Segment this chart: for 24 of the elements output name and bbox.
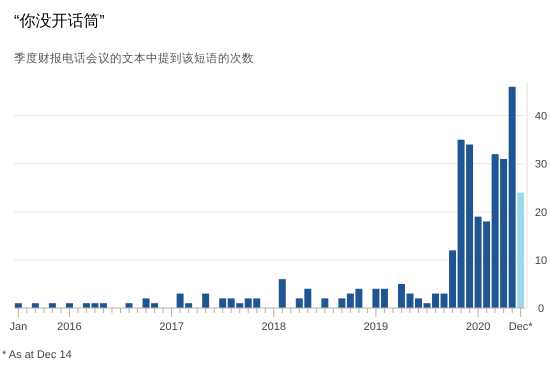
bar (66, 303, 73, 308)
x-tick-label: Jan (9, 321, 28, 333)
text: * As at Dec 14 (2, 349, 72, 361)
bar (126, 303, 133, 308)
y-tick-label: 30 (534, 158, 548, 171)
bar (32, 303, 39, 308)
bar (278, 279, 286, 308)
bar (48, 303, 56, 308)
x-tick-label: 2016 (57, 321, 82, 333)
x-tick-label: Dec* (508, 321, 534, 333)
y-tick-label: 10 (534, 254, 548, 267)
x-tick-label: 2017 (159, 321, 184, 333)
x-tick-label: 2018 (262, 321, 286, 333)
x-tick-label: 2019 (364, 321, 388, 333)
bar (321, 298, 328, 308)
bar (202, 294, 210, 308)
x-tick-label: 2020 (466, 321, 490, 333)
y-tick-label: 0 (538, 303, 544, 315)
chart-subtitle: 季度财报电话会议的文本中提到该短语的次数 (14, 51, 254, 65)
y-tick-label: 20 (534, 206, 548, 219)
y-tick-label: 40 (534, 110, 548, 123)
chart-title: “你没开话筒” (14, 12, 105, 30)
bar (14, 303, 22, 308)
bar (517, 192, 524, 308)
